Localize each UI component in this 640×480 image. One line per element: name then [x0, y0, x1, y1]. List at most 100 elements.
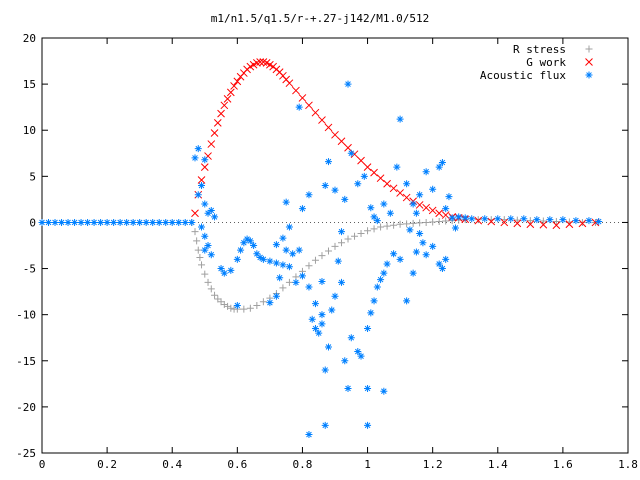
g-work-point [285, 79, 294, 88]
y-tick-label: 15 [23, 78, 36, 91]
acoustic-flux-point [435, 260, 443, 268]
r-stress-point [526, 217, 534, 225]
acoustic-flux-point [295, 103, 303, 111]
acoustic-flux-point [204, 209, 212, 217]
acoustic-flux-point [103, 218, 111, 226]
acoustic-flux-point [272, 259, 280, 267]
x-tick-label: 1.8 [618, 458, 638, 471]
x-tick-label: 1.6 [553, 458, 573, 471]
acoustic-flux-point [406, 226, 414, 234]
acoustic-flux-point [51, 218, 59, 226]
g-work-point [331, 130, 339, 139]
r-stress-point [403, 220, 411, 228]
acoustic-flux-point [324, 158, 332, 166]
r-stress-point [196, 253, 204, 261]
acoustic-flux-point [533, 216, 541, 224]
acoustic-flux-point [429, 242, 437, 250]
acoustic-flux-point [311, 325, 319, 332]
r-stress-point [539, 217, 547, 225]
acoustic-flux-point [367, 204, 375, 212]
acoustic-flux-point [321, 421, 329, 429]
legend-marker [585, 45, 593, 53]
r-stress-point [435, 218, 443, 226]
acoustic-flux-point [198, 223, 206, 231]
acoustic-flux-point [364, 421, 372, 429]
acoustic-flux-point [481, 215, 489, 223]
acoustic-flux-point [341, 195, 349, 203]
r-stress-point [191, 228, 199, 236]
r-stress-point [370, 225, 378, 233]
acoustic-flux-point [279, 261, 287, 269]
g-work-point [305, 101, 313, 110]
g-work-point [363, 163, 372, 171]
acoustic-flux-point [461, 214, 469, 222]
r-stress-point [285, 278, 293, 286]
legend-label: G work [526, 56, 566, 69]
acoustic-flux-point [390, 250, 398, 258]
acoustic-flux-point [419, 239, 427, 247]
acoustic-flux-point [194, 145, 202, 153]
r-stress-point [204, 278, 212, 286]
r-stress-point [578, 218, 586, 226]
acoustic-flux-point [211, 213, 219, 221]
g-work-point [428, 206, 437, 215]
r-stress-point [338, 239, 346, 247]
r-stress-point [390, 221, 398, 229]
g-work-point [217, 109, 225, 118]
acoustic-flux-point [422, 251, 430, 259]
y-tick-label: -25 [16, 447, 36, 460]
acoustic-flux-point [403, 297, 411, 305]
acoustic-flux-point [256, 253, 264, 261]
acoustic-flux-point [305, 283, 313, 291]
acoustic-flux-point [507, 215, 515, 223]
r-stress-point [422, 218, 430, 226]
acoustic-flux-point [136, 218, 144, 226]
acoustic-flux-point [347, 149, 355, 157]
g-work-point [197, 176, 206, 184]
acoustic-flux-point [292, 278, 300, 286]
acoustic-flux-point [360, 172, 368, 180]
acoustic-flux-point [97, 218, 105, 226]
acoustic-flux-point [45, 218, 53, 226]
acoustic-flux-point [243, 235, 251, 243]
g-work-point [415, 201, 424, 209]
series-0 [188, 216, 599, 313]
acoustic-flux-point [412, 248, 420, 256]
y-tick-label: 0 [29, 216, 36, 229]
acoustic-flux-point [276, 274, 284, 282]
r-stress-point [194, 246, 202, 254]
acoustic-flux-point [386, 209, 394, 217]
acoustic-flux-point [318, 277, 326, 285]
r-stress-point [351, 232, 359, 240]
g-work-point [191, 209, 199, 218]
acoustic-flux-point [438, 159, 446, 166]
acoustic-flux-point [71, 218, 79, 226]
r-stress-point [207, 285, 215, 293]
acoustic-flux-point [416, 191, 424, 199]
acoustic-flux-point [207, 251, 215, 259]
acoustic-flux-point [354, 180, 362, 188]
y-tick-label: 20 [23, 32, 36, 45]
acoustic-flux-point [285, 223, 293, 231]
y-tick-label: 5 [29, 170, 36, 183]
acoustic-flux-point [116, 218, 124, 226]
r-stress-point [429, 218, 437, 226]
g-work-point [396, 189, 404, 197]
r-stress-point [201, 270, 209, 278]
acoustic-flux-point [64, 218, 72, 226]
acoustic-flux-point [595, 218, 603, 226]
acoustic-flux-point [201, 200, 209, 208]
acoustic-flux-point [162, 218, 170, 226]
acoustic-flux-point [233, 255, 241, 263]
g-work-point [376, 174, 385, 183]
acoustic-flux-point [559, 216, 567, 224]
r-stress-point [364, 227, 372, 235]
acoustic-flux-point [354, 348, 362, 356]
acoustic-flux-point [422, 168, 430, 176]
y-tick-label: -15 [16, 355, 36, 368]
g-work-point [357, 156, 365, 165]
r-stress-point [198, 261, 206, 269]
series-1 [191, 58, 600, 230]
